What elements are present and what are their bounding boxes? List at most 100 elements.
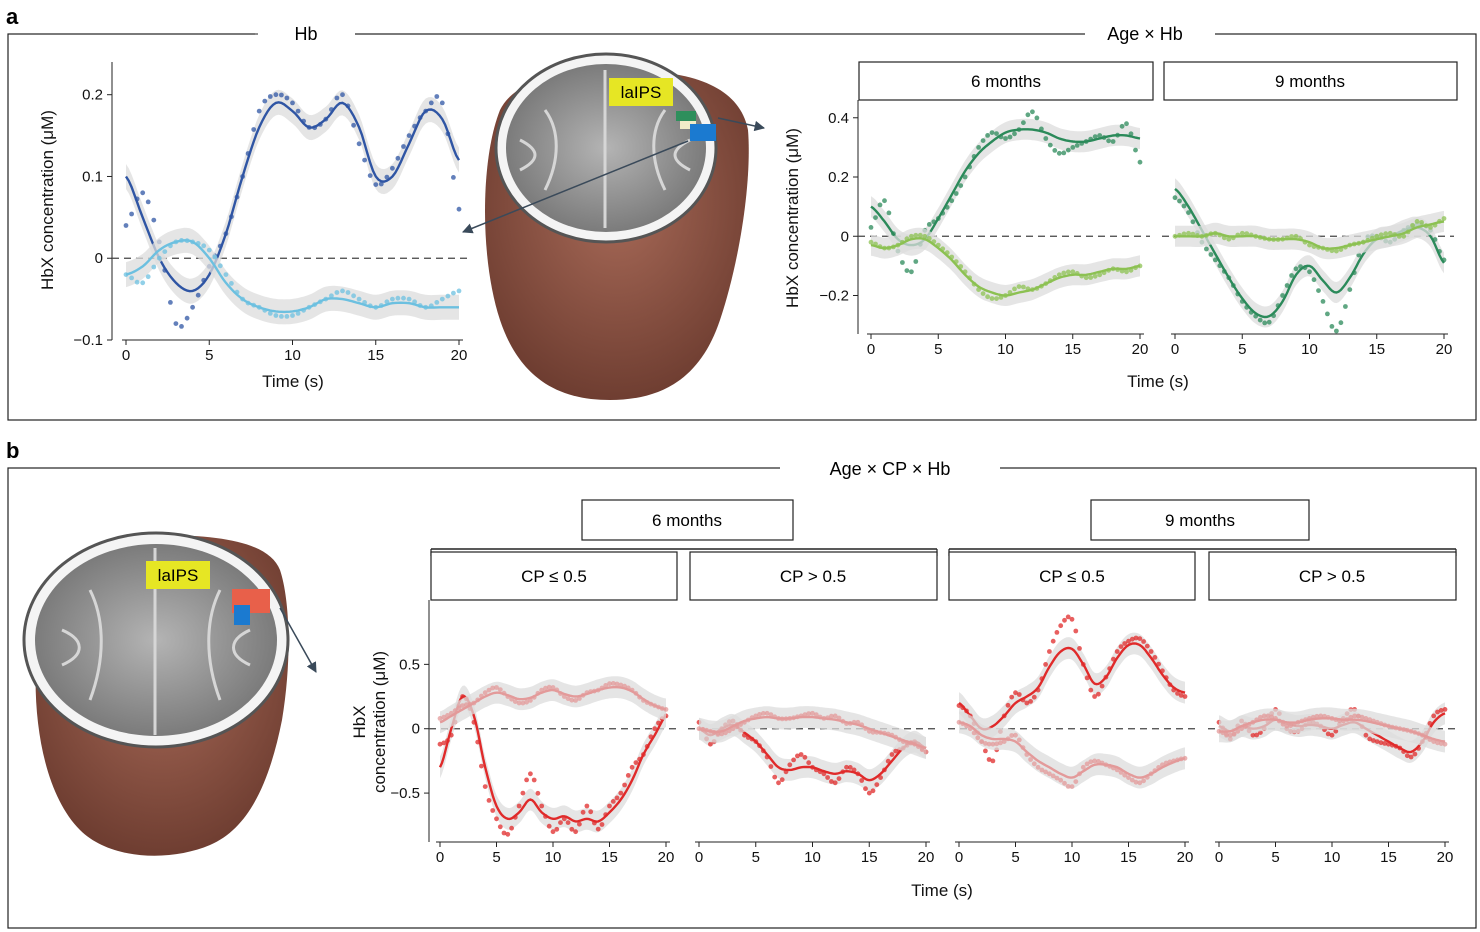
data-point-hbo <box>569 826 575 832</box>
data-point-hbo <box>949 198 955 204</box>
data-point-hbo <box>882 198 887 204</box>
data-point-hbr <box>1016 284 1022 289</box>
facet-label-a-6m: 6 months <box>971 72 1041 91</box>
brain-label-a-bg <box>609 78 673 106</box>
data-point-hbr <box>1141 778 1146 784</box>
data-point-hbo <box>866 790 872 796</box>
data-point-hbr <box>441 714 447 720</box>
confidence-ribbon-hbo <box>871 118 1140 256</box>
data-point-hbo <box>256 108 262 114</box>
data-point-hbo <box>340 92 345 98</box>
data-point-hbo <box>123 223 129 228</box>
panel-a-header-right-bg <box>1085 24 1215 44</box>
data-point-hbo <box>986 757 992 762</box>
data-point-hbr <box>909 233 914 239</box>
data-point-hbr <box>768 712 774 717</box>
data-point-hbr <box>1058 777 1064 783</box>
data-point-hbr <box>1284 723 1290 729</box>
x-tick-label: 5 <box>1011 849 1019 866</box>
data-point-hbo <box>1347 287 1353 292</box>
data-point-hbo <box>190 304 196 310</box>
cp-strip-b-4 <box>1208 551 1457 601</box>
data-point-hbr <box>456 705 462 711</box>
data-point-hbo <box>1284 283 1290 288</box>
data-point-hbr <box>990 741 996 747</box>
y-axis-label-line: HbX <box>350 705 369 738</box>
y-tick-label: 0 <box>412 721 420 738</box>
data-point-hbo <box>1012 131 1017 137</box>
data-point-hbo <box>1129 636 1135 642</box>
data-point-hbr <box>439 296 445 302</box>
y-tick-label: 0.5 <box>399 656 420 673</box>
data-point-hbr <box>980 291 986 296</box>
data-point-hbr <box>1378 232 1384 238</box>
data-point-hbr <box>998 740 1003 746</box>
data-point-hbo <box>1099 683 1105 689</box>
data-point-hbr <box>1122 772 1128 778</box>
data-point-hbr <box>1083 275 1089 281</box>
y-axis-label: HbX concentration (μM) <box>38 110 57 290</box>
data-point-hbo <box>909 269 914 275</box>
data-point-hbr <box>913 232 919 238</box>
data-point-hbr <box>279 314 284 319</box>
chart-b-9m-high: 0 5 10 15 20 <box>1208 702 1455 866</box>
data-point-hbo <box>868 225 874 230</box>
data-point-hbo <box>772 774 778 780</box>
data-point-hbr <box>971 730 977 736</box>
data-point-hbo <box>878 775 883 780</box>
data-point-hbo <box>1204 246 1209 252</box>
data-point-hbr <box>986 741 992 747</box>
data-point-hbo <box>1065 614 1071 620</box>
data-point-hbr <box>1244 231 1250 237</box>
data-point-hbr <box>975 735 981 741</box>
data-point-hbo <box>1404 753 1410 759</box>
data-point-hbo <box>373 182 379 188</box>
data-point-hbo <box>1325 311 1330 317</box>
data-point-hbr <box>451 290 456 296</box>
data-point-hbo <box>351 122 356 128</box>
data-point-hbo <box>1126 638 1131 644</box>
data-point-hbr <box>1186 230 1191 236</box>
data-point-hbr <box>922 233 928 239</box>
data-point-hbo <box>1325 731 1331 737</box>
data-point-hbr <box>1124 269 1129 275</box>
data-point-hbo <box>295 108 301 114</box>
data-point-hbo <box>886 210 892 216</box>
data-point-hbo <box>1152 655 1158 660</box>
brain-render-b: laIPS <box>22 531 317 856</box>
data-point-hbo <box>836 776 842 781</box>
x-tick-label: 5 <box>1271 849 1279 866</box>
data-point-hbo <box>1133 147 1138 153</box>
data-point-hbo <box>1329 732 1335 738</box>
data-point-hbo <box>1124 121 1129 127</box>
data-point-hbr <box>994 296 999 301</box>
data-point-hbo <box>1114 649 1120 654</box>
data-point-hbo <box>874 782 880 787</box>
data-point-hbo <box>1096 691 1101 697</box>
data-point-hbr <box>201 243 207 249</box>
data-point-hbo <box>550 829 556 835</box>
brain-label-a: laIPS <box>621 83 662 102</box>
data-point-hbo <box>1005 702 1011 708</box>
data-point-hbr <box>516 700 522 706</box>
series-line-hbr <box>1218 717 1446 743</box>
data-point-hbo <box>482 784 488 789</box>
x-tick-label: 20 <box>451 347 468 364</box>
arrow-b <box>279 607 317 673</box>
y-axis-label: HbX concentration (μM) <box>783 128 802 308</box>
x-tick-label: 15 <box>1368 341 1385 358</box>
data-point-hbo <box>1266 319 1272 325</box>
data-point-hbr <box>1056 272 1062 278</box>
data-point-hbo <box>1172 195 1178 201</box>
x-tick-label: 5 <box>492 849 500 866</box>
data-point-hbo <box>622 782 627 788</box>
series-line-hbr <box>125 239 459 314</box>
data-point-hbr <box>460 703 465 708</box>
series-line-hbr <box>1175 220 1445 250</box>
data-point-hbo <box>791 757 796 763</box>
data-point-hbo <box>334 95 340 101</box>
data-point-hbr <box>524 699 529 705</box>
data-point-hbr <box>550 685 556 690</box>
data-point-hbr <box>497 687 503 692</box>
